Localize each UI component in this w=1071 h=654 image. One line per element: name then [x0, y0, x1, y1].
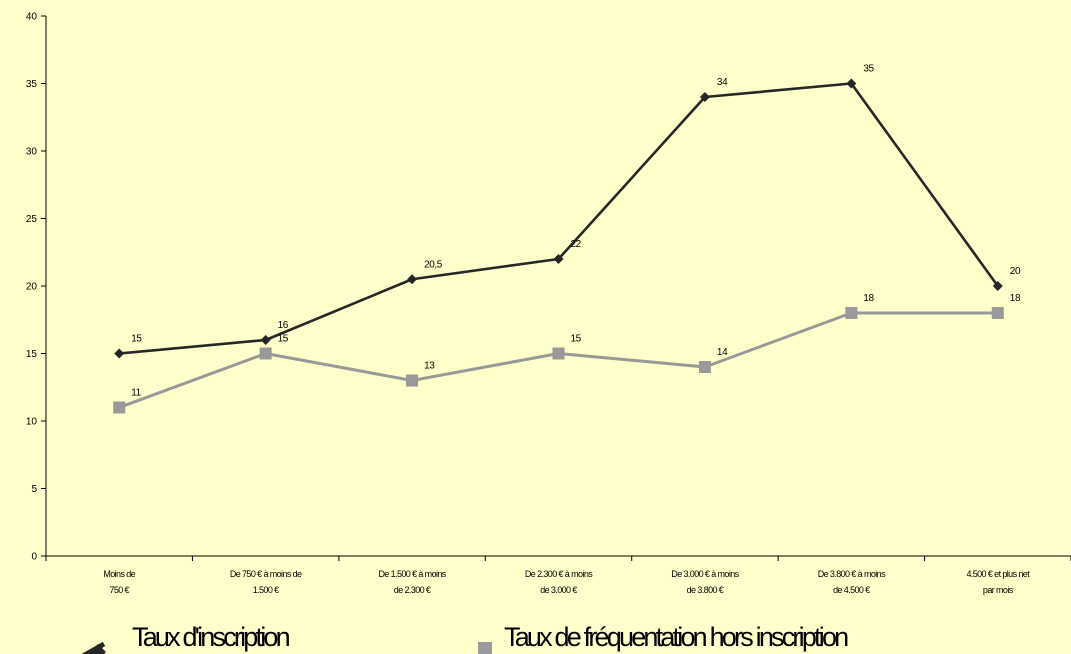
legend-item: Taux d'inscription	[81, 622, 292, 654]
data-label: 18	[1010, 293, 1021, 304]
x-category-label-line: Moins de	[103, 569, 135, 579]
data-point-square	[845, 307, 858, 319]
x-category-label-line: De 3.800 € à moins	[818, 569, 886, 579]
x-category-label: De 3.800 € à moins de 4.500 €	[818, 569, 886, 595]
y-tick-label: 20	[26, 282, 38, 293]
series-taux-frequentation: 11 15 13 15 14 18 18	[113, 293, 1021, 414]
data-label: 15	[131, 334, 142, 345]
y-tick-label: 35	[26, 79, 38, 90]
series-line	[118, 311, 998, 409]
x-category-label-line: De 3.000 € à moins	[671, 569, 739, 579]
data-label: 20	[1010, 266, 1021, 277]
data-point-diamond	[260, 335, 271, 345]
x-category-label-line: de 3.800 €	[687, 585, 724, 595]
data-label: 35	[863, 64, 874, 75]
x-category-label-line: 750 €	[109, 585, 129, 595]
data-point-square	[991, 307, 1004, 319]
series-layer: 11 15 13 15 14 18 18 15 16 20,5 22 34 35 20	[113, 64, 1021, 414]
data-point-diamond	[553, 254, 564, 264]
data-point-diamond	[114, 348, 125, 359]
chart-axes: 0 5 10 15 20 25 30 35 40 Moins de 750 € De 750 € à …	[26, 12, 1071, 595]
y-tick-label: 15	[26, 349, 38, 360]
data-label: 16	[278, 320, 289, 331]
data-label: 11	[131, 388, 141, 399]
data-label: 13	[424, 361, 435, 372]
y-tick-label: 0	[31, 552, 37, 563]
x-category-label: Moins de 750 €	[103, 569, 135, 595]
x-category-label-line: de 4.500 €	[833, 585, 870, 595]
x-category-label: De 750 € à moins de 1.500 €	[230, 569, 302, 595]
data-label: 15	[571, 334, 582, 345]
y-tick-label: 25	[26, 214, 38, 225]
x-category-label-line: de 2.300 €	[394, 585, 431, 595]
data-point-diamond	[992, 281, 1003, 291]
x-category-label-line: par mois	[983, 585, 1014, 595]
x-category-label-line: De 750 € à moins de	[230, 569, 302, 579]
data-label: 34	[717, 77, 728, 88]
data-point-diamond	[407, 274, 418, 285]
y-tick-label: 5	[31, 484, 37, 495]
data-label: 20,5	[424, 259, 443, 270]
x-category-label-line: 1.500 €	[253, 585, 279, 595]
x-category-label-line: De 2.300 € à moins	[525, 569, 593, 579]
data-point-square	[406, 374, 419, 387]
data-point-square	[698, 361, 711, 373]
x-category-label: 4.500 € et plus net par mois	[966, 569, 1030, 595]
data-label: 14	[717, 347, 728, 358]
data-point-square	[552, 347, 565, 360]
data-point-diamond	[699, 92, 710, 102]
x-category-label: De 1.500 € à moins de 2.300 €	[378, 569, 446, 595]
x-category-label: De 3.000 € à moins de 3.800 €	[671, 569, 739, 595]
legend-square-marker	[478, 642, 492, 654]
data-point-square	[259, 347, 272, 360]
x-category-label: De 2.300 € à moins de 3.000 €	[525, 569, 593, 595]
data-label: 15	[278, 334, 289, 345]
legend-diamond-marker	[90, 644, 106, 654]
legend-item: Taux de fréquentation hors inscription	[477, 622, 851, 654]
x-category-label-line: 4.500 € et plus net	[966, 569, 1030, 579]
data-label: 22	[571, 239, 582, 250]
data-label: 18	[863, 293, 874, 304]
x-category-label-line: de 3.000 €	[540, 585, 577, 595]
y-tick-label: 10	[26, 417, 38, 428]
legend-label: Taux de fréquentation hors inscription	[504, 622, 848, 652]
x-category-label-line: De 1.500 € à moins	[378, 569, 446, 579]
series-taux-inscription: 15 16 20,5 22 34 35 20	[114, 64, 1021, 359]
y-tick-label: 40	[26, 12, 38, 23]
data-point-square	[113, 401, 126, 414]
y-tick-label: 30	[26, 147, 38, 158]
legend: Taux d'inscription Taux de fréquentation …	[81, 622, 851, 654]
data-point-diamond	[846, 78, 857, 89]
legend-label: Taux d'inscription	[132, 622, 290, 652]
